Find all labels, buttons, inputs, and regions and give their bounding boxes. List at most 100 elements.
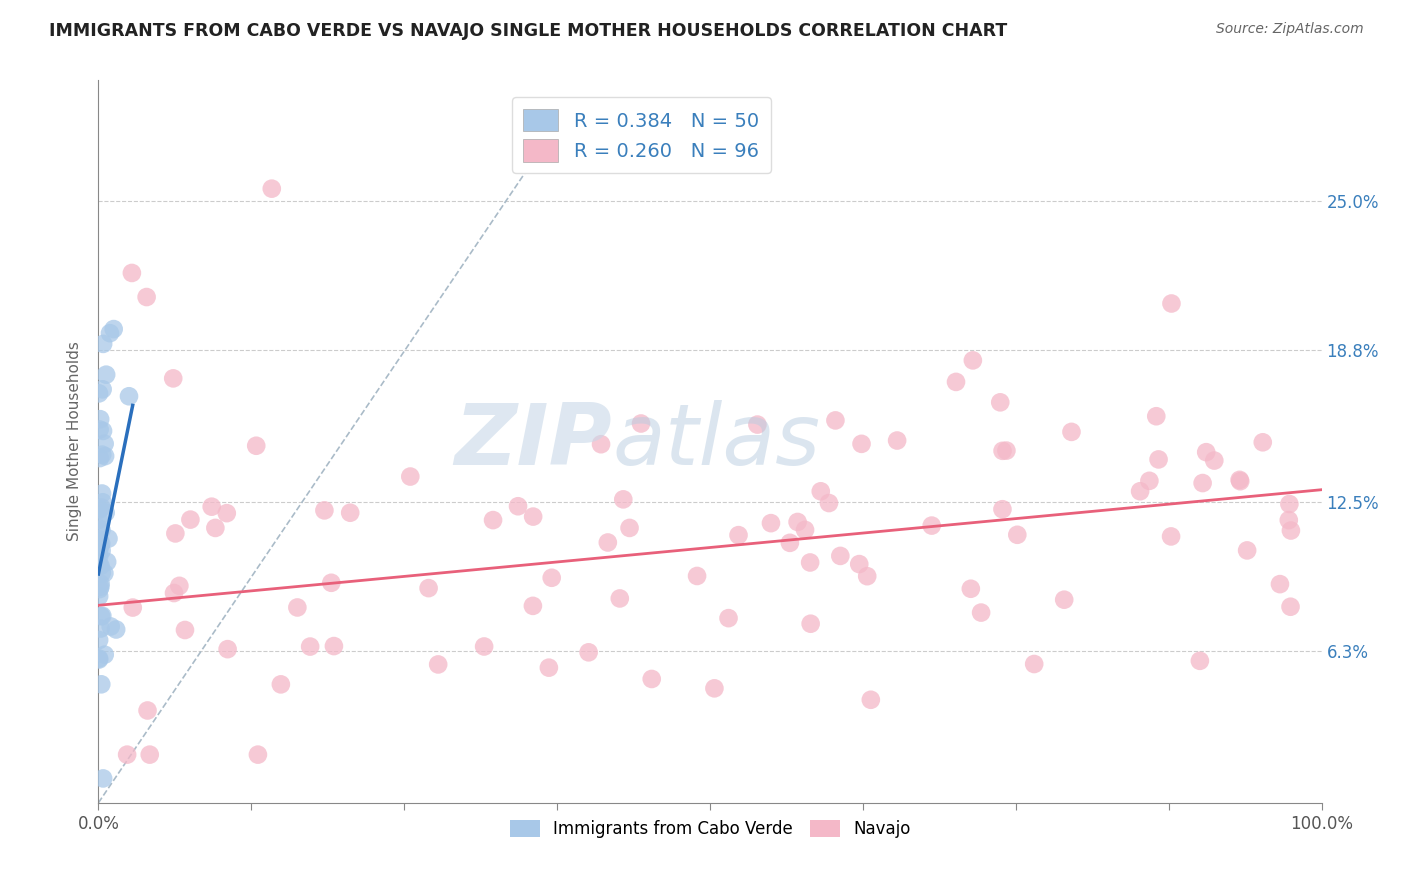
Point	[630, 417, 652, 431]
Point	[87, 545, 110, 559]
Point	[1236, 543, 1258, 558]
Point	[991, 502, 1014, 516]
Point	[121, 600, 143, 615]
Point	[87, 651, 110, 665]
Point	[179, 513, 201, 527]
Point	[204, 521, 226, 535]
Point	[89, 633, 111, 648]
Point	[1251, 435, 1274, 450]
Point	[93, 566, 115, 581]
Point	[970, 606, 993, 620]
Point	[506, 500, 529, 514]
Point	[703, 681, 725, 696]
Point	[94, 449, 117, 463]
Point	[201, 500, 224, 514]
Point	[96, 368, 118, 382]
Point	[851, 437, 873, 451]
Legend: Immigrants from Cabo Verde, Navajo: Immigrants from Cabo Verde, Navajo	[503, 814, 917, 845]
Point	[90, 536, 112, 550]
Point	[747, 417, 769, 432]
Point	[163, 586, 186, 600]
Text: atlas: atlas	[612, 400, 820, 483]
Point	[824, 413, 846, 427]
Point	[105, 623, 128, 637]
Point	[472, 640, 495, 654]
Point	[322, 639, 344, 653]
Point	[174, 623, 197, 637]
Point	[89, 582, 111, 596]
Point	[94, 506, 117, 520]
Point	[91, 772, 114, 786]
Point	[1160, 529, 1182, 543]
Point	[287, 600, 309, 615]
Point	[91, 337, 114, 351]
Point	[1144, 409, 1167, 424]
Point	[1060, 425, 1083, 439]
Point	[135, 290, 157, 304]
Point	[859, 693, 882, 707]
Point	[1129, 484, 1152, 499]
Point	[87, 513, 110, 527]
Point	[794, 523, 817, 537]
Point	[91, 448, 114, 462]
Point	[1229, 474, 1251, 488]
Point	[90, 576, 112, 591]
Point	[90, 677, 112, 691]
Point	[482, 513, 505, 527]
Point	[89, 502, 111, 516]
Point	[641, 672, 664, 686]
Point	[87, 549, 110, 564]
Point	[1278, 497, 1301, 511]
Point	[799, 556, 821, 570]
Point	[89, 539, 111, 553]
Point	[991, 443, 1014, 458]
Point	[100, 619, 122, 633]
Point	[612, 492, 634, 507]
Point	[169, 579, 191, 593]
Point	[90, 500, 112, 515]
Point	[87, 522, 110, 536]
Point	[245, 439, 267, 453]
Point	[90, 609, 112, 624]
Point	[1191, 476, 1213, 491]
Point	[1160, 296, 1182, 310]
Text: IMMIGRANTS FROM CABO VERDE VS NAVAJO SINGLE MOTHER HOUSEHOLDS CORRELATION CHART: IMMIGRANTS FROM CABO VERDE VS NAVAJO SIN…	[49, 22, 1008, 40]
Point	[779, 536, 801, 550]
Point	[540, 571, 562, 585]
Point	[759, 516, 782, 530]
Point	[418, 581, 440, 595]
Point	[96, 555, 118, 569]
Text: Source: ZipAtlas.com: Source: ZipAtlas.com	[1216, 22, 1364, 37]
Point	[962, 353, 984, 368]
Point	[686, 569, 709, 583]
Point	[1279, 599, 1302, 614]
Point	[1195, 445, 1218, 459]
Point	[810, 484, 832, 499]
Point	[399, 469, 422, 483]
Point	[93, 648, 115, 662]
Point	[522, 599, 544, 613]
Point	[830, 549, 852, 563]
Point	[89, 451, 111, 466]
Point	[596, 535, 619, 549]
Point	[995, 443, 1018, 458]
Point	[91, 486, 114, 500]
Point	[717, 611, 740, 625]
Point	[165, 526, 187, 541]
Point	[91, 608, 114, 623]
Point	[1279, 524, 1302, 538]
Point	[848, 557, 870, 571]
Point	[522, 509, 544, 524]
Point	[89, 558, 111, 573]
Point	[89, 580, 111, 594]
Point	[619, 521, 641, 535]
Point	[1278, 513, 1301, 527]
Point	[87, 386, 110, 401]
Point	[89, 533, 111, 547]
Point	[1137, 474, 1160, 488]
Point	[578, 645, 600, 659]
Point	[90, 622, 112, 636]
Point	[90, 559, 112, 574]
Point	[800, 616, 823, 631]
Point	[818, 496, 841, 510]
